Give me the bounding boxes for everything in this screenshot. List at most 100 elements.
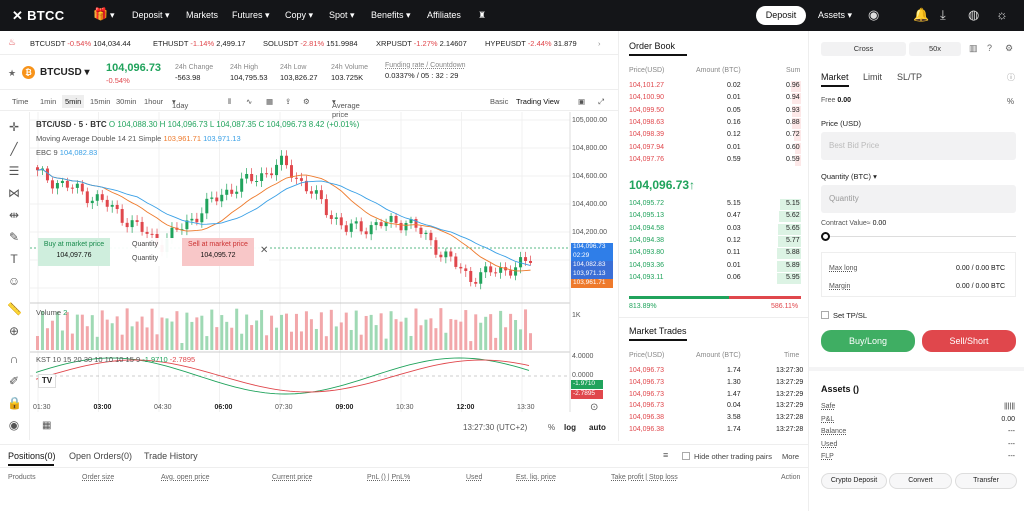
tradingview-logo[interactable]: TV [38, 374, 56, 388]
text-icon[interactable]: T [10, 252, 18, 266]
emoji-icon[interactable]: ☺ [7, 274, 21, 288]
grid-icon[interactable]: ▣ [578, 97, 586, 106]
magnet-icon[interactable]: ∩ [9, 352, 19, 366]
brush-icon[interactable]: ✎ [8, 230, 20, 244]
tab-positions[interactable]: Positions(0) [8, 451, 56, 461]
tf-15min[interactable]: 15min [90, 97, 111, 106]
settings-icon[interactable]: ⚙ [1005, 43, 1014, 53]
bid-row[interactable]: 104,095.13 0.47 5.62 [629, 211, 801, 223]
price-chart[interactable]: BTC/USD · 5 · BTC O 104,088.30 H 104,096… [30, 112, 618, 442]
ask-row[interactable]: 104,101.27 0.02 0.96 [629, 81, 801, 92]
ticker-item[interactable]: ETHUSDT -1.14% 2,499.17 [153, 39, 246, 48]
margin-mode-select[interactable]: Cross [821, 42, 906, 56]
candles-icon[interactable]: ⫴ [228, 97, 232, 106]
ask-row[interactable]: 104,097.76 0.59 0.59 [629, 154, 801, 166]
tab-sltp[interactable]: SL/TP [897, 72, 923, 82]
lock-icon[interactable]: 🔒 [7, 396, 22, 410]
tradingview-view[interactable]: Trading View [516, 97, 560, 106]
slider-handle[interactable] [821, 232, 830, 241]
bid-row[interactable]: 104,095.72 5.15 5.15 [629, 199, 801, 210]
user-icon[interactable]: ◉ [868, 7, 880, 22]
help-icon[interactable]: ? [987, 43, 993, 53]
eye-icon[interactable]: ◉ [8, 418, 20, 432]
ticker-item[interactable]: BTCUSDT -0.54% 104,034.44 [30, 39, 131, 48]
gift-icon[interactable]: 🎁 [93, 7, 108, 21]
fullscreen-icon[interactable]: ⤢ [598, 97, 604, 106]
bell-icon[interactable]: 🔔 [913, 7, 930, 22]
price-input[interactable]: Best Bid Price [821, 132, 1016, 160]
lock-drawing-icon[interactable]: ✐ [8, 374, 20, 388]
quantity-input[interactable]: Quantity [821, 185, 1016, 213]
crosshair-icon[interactable]: ✛ [8, 120, 20, 134]
transfer-button[interactable]: Transfer [955, 473, 1017, 489]
nav-futures[interactable]: Futures ▾ [232, 10, 270, 20]
ebc-legend[interactable]: EBC 9 104,082.83 [36, 148, 98, 157]
quantity-slider[interactable] [821, 236, 1016, 237]
star-icon[interactable]: ★ [8, 68, 17, 78]
sell-short-button[interactable]: Sell/Short [922, 330, 1016, 352]
settings-icon[interactable]: ⚙ [303, 97, 310, 106]
calculator-icon[interactable]: ▥ [969, 43, 978, 53]
more-link[interactable]: More [782, 452, 800, 461]
tab-limit[interactable]: Limit [863, 72, 883, 82]
calendar-icon[interactable]: ▦ [42, 420, 52, 431]
ask-row[interactable]: 104,098.39 0.12 0.72 [629, 130, 801, 142]
sell-market-button[interactable]: Sell at market price 104,095.72 [182, 238, 254, 266]
stat-funding[interactable]: Funding rate / Countdown 0.0337% / 05 : 3… [385, 62, 466, 80]
nav-benefits[interactable]: Benefits ▾ [371, 10, 411, 20]
avg-price-select[interactable]: Average price ▾ [332, 97, 360, 119]
bid-row[interactable]: 104,094.38 0.12 5.77 [629, 235, 801, 247]
convert-button[interactable]: Convert [889, 473, 952, 489]
theme-icon[interactable]: ☼ [996, 7, 1008, 22]
globe-icon[interactable]: ◍ [968, 7, 980, 22]
tf-1min[interactable]: 1min [40, 97, 57, 106]
share-icon[interactable]: ⇪ [285, 97, 292, 106]
zoom-icon[interactable]: ⊕ [8, 324, 20, 338]
nav-deposit[interactable]: Deposit ▾ [132, 10, 170, 20]
game-icon[interactable]: ♜ [478, 10, 487, 20]
percent-toggle[interactable]: % [548, 423, 556, 432]
leverage-select[interactable]: 50x [909, 42, 961, 56]
pattern-icon[interactable]: ⋈ [8, 186, 20, 200]
assets-menu[interactable]: Assets ▾ [818, 10, 853, 20]
deposit-button[interactable]: Deposit [756, 6, 806, 25]
btcc-logo[interactable]: ✕ BTCC [12, 8, 65, 23]
trendline-icon[interactable]: ╱ [10, 142, 18, 156]
log-toggle[interactable]: log [564, 423, 576, 432]
layout-icon[interactable]: ▦ [266, 97, 274, 106]
tab-open-orders[interactable]: Open Orders(0) [69, 451, 133, 461]
ruler-icon[interactable]: 📏 [7, 302, 22, 316]
bid-row[interactable]: 104,093.36 0.01 5.89 [629, 260, 801, 272]
volume-legend[interactable]: Volume 2 [36, 308, 68, 317]
kst-legend[interactable]: KST 10 15 20 30 10 10 10 15 9 -1.9710 -2… [36, 355, 196, 364]
tf-1day[interactable]: 1day ▾ [172, 97, 189, 110]
nav-markets[interactable]: Markets [186, 10, 219, 20]
ask-row[interactable]: 104,099.50 0.05 0.93 [629, 105, 801, 117]
tpsl-checkbox[interactable] [821, 311, 829, 319]
tf-5min[interactable]: 5min [62, 95, 85, 108]
hide-pairs-checkbox[interactable] [682, 452, 690, 460]
ask-row[interactable]: 104,097.94 0.01 0.60 [629, 142, 801, 154]
tf-time[interactable]: Time [12, 97, 29, 106]
indicator-icon[interactable]: ∿ [246, 97, 253, 106]
quantity-label[interactable]: Quantity (BTC) ▾ [821, 172, 877, 181]
ticker-item[interactable]: XRPUSDT -1.27% 2.14607 [376, 39, 467, 48]
close-icon[interactable]: ✕ [260, 245, 269, 256]
ticker-item[interactable]: HYPEUSDT -2.44% 31.879 [485, 39, 577, 48]
ma-legend[interactable]: Moving Average Double 14 21 Simple 103,9… [36, 134, 241, 143]
download-icon[interactable]: ⤓ [940, 7, 946, 22]
nav-copy[interactable]: Copy ▾ [285, 10, 314, 20]
ask-row[interactable]: 104,098.63 0.16 0.88 [629, 117, 801, 129]
chart-svg[interactable] [30, 112, 618, 442]
bid-row[interactable]: 104,093.80 0.11 5.88 [629, 248, 801, 260]
percent-icon[interactable]: % [1007, 97, 1015, 106]
bid-row[interactable]: 104,094.58 0.03 5.65 [629, 223, 801, 235]
settings-circle-icon[interactable]: ⊙ [590, 402, 599, 413]
bid-row[interactable]: 104,093.11 0.06 5.95 [629, 272, 801, 284]
tab-market[interactable]: Market [821, 72, 849, 82]
auto-toggle[interactable]: auto [589, 423, 606, 432]
nav-spot[interactable]: Spot ▾ [329, 10, 355, 20]
ask-row[interactable]: 104,100.90 0.01 0.94 [629, 93, 801, 105]
filter-icon[interactable]: ≡ [663, 450, 669, 460]
buy-long-button[interactable]: Buy/Long [821, 330, 915, 352]
